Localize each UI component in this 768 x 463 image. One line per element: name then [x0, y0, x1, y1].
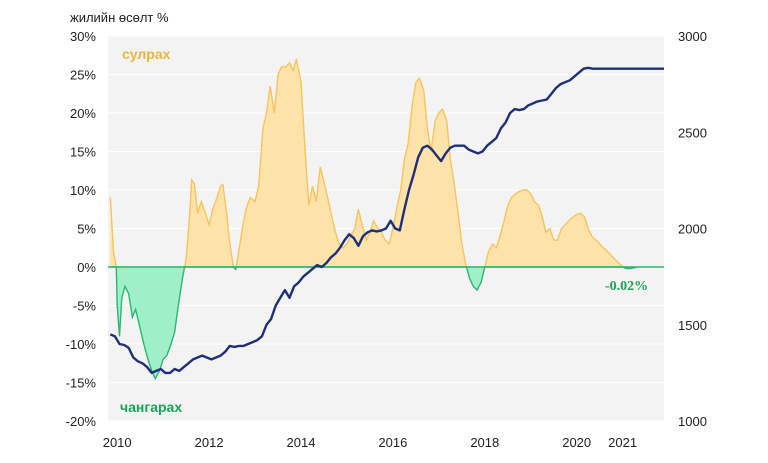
level-line	[109, 66, 664, 375]
area-negative	[110, 267, 637, 379]
left-tick-label: 30%	[70, 29, 96, 44]
x-tick-label: 2016	[378, 435, 407, 450]
left-tick-label: -20%	[66, 414, 97, 429]
x-tick-label: 2014	[287, 435, 316, 450]
grid-lines	[108, 35, 664, 422]
x-tick-label: 2012	[195, 435, 224, 450]
right-tick-label: 1500	[678, 318, 707, 333]
x-tick-label: 2018	[470, 435, 499, 450]
left-tick-label: 0%	[77, 260, 96, 275]
annotation-down: чангарах	[120, 399, 182, 415]
x-axis-ticks: 2010 2012 2014 2016 2018 2020 2021	[103, 435, 637, 450]
right-tick-label: 2000	[678, 222, 707, 237]
left-tick-label: 10%	[70, 183, 96, 198]
level-series-line	[109, 66, 664, 375]
left-axis-ticks: -20% -15% -10% -5% 0% 5% 10% 15% 20% 25% 30%	[66, 29, 97, 429]
right-tick-label: 3000	[678, 29, 707, 44]
left-tick-label: 5%	[77, 222, 96, 237]
left-tick-label: -15%	[66, 376, 97, 391]
x-tick-label: 2020	[562, 435, 591, 450]
x-tick-label: 2021	[608, 435, 637, 450]
left-tick-label: 20%	[70, 106, 96, 121]
growth-line-positive	[109, 58, 637, 268]
right-axis-ticks: 1000 1500 2000 2500 3000	[678, 29, 707, 429]
left-tick-label: -10%	[66, 337, 97, 352]
left-tick-label: 15%	[70, 145, 96, 160]
y-axis-title: жилийн өсөлт %	[70, 10, 169, 25]
end-value-label: -0.02%	[605, 279, 648, 294]
area-positive	[110, 59, 637, 267]
left-tick-label: -5%	[73, 299, 97, 314]
x-tick-label: 2010	[103, 435, 132, 450]
left-tick-label: 25%	[70, 68, 96, 83]
right-tick-label: 2500	[678, 125, 707, 140]
right-tick-label: 1000	[678, 414, 707, 429]
annotation-up: сулрах	[122, 46, 171, 62]
